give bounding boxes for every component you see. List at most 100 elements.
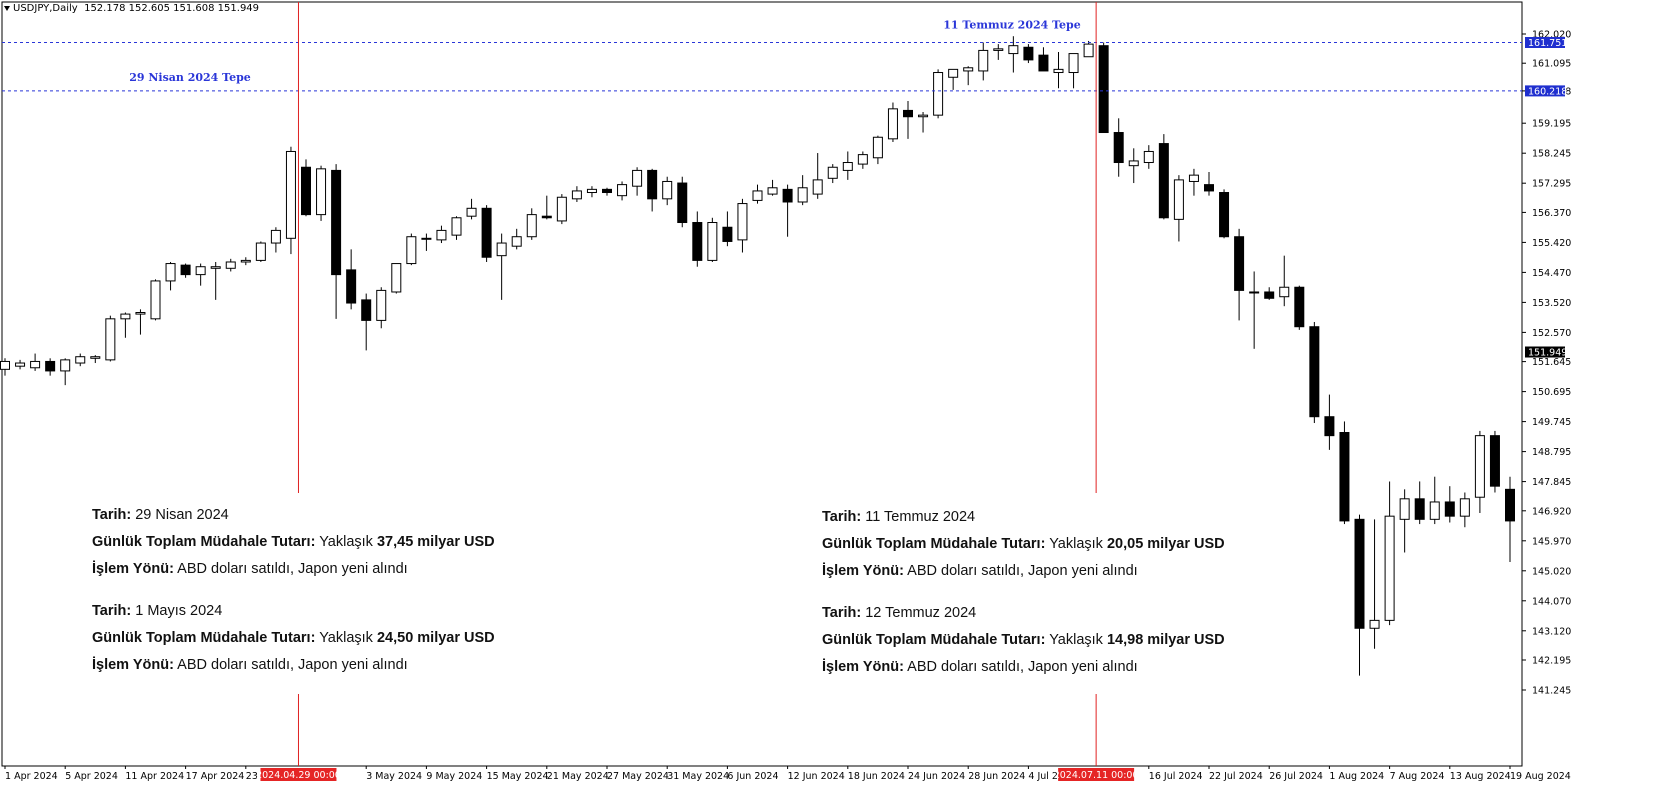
- y-tick-label: 142.195: [1532, 656, 1571, 667]
- candle: [662, 176, 673, 206]
- candle-body: [60, 359, 71, 372]
- note-amount-row: Günlük Toplam Müdahale Tutarı: Yaklaşık …: [822, 632, 1225, 648]
- candle: [767, 179, 778, 196]
- candle: [812, 153, 823, 199]
- candle: [45, 358, 56, 376]
- candle: [1489, 430, 1500, 493]
- note-amount-row: Günlük Toplam Müdahale Tutarı: Yaklaşık …: [92, 630, 495, 646]
- candle-body: [1173, 179, 1184, 220]
- y-tick-label: 162.020: [1532, 30, 1571, 41]
- candle: [376, 287, 387, 329]
- candle-body: [1234, 236, 1245, 291]
- y-axis: 162.020 161.095 160.218 159.195 158.245 157.2…: [1522, 30, 1571, 697]
- candle: [496, 233, 507, 300]
- candle-body: [301, 166, 311, 216]
- x-tick-label: 23 Ap: [246, 771, 274, 782]
- candle: [571, 186, 582, 202]
- candle: [963, 66, 974, 86]
- svg-text:160.218: 160.218: [1528, 86, 1567, 97]
- x-tick-label: 1 Apr 2024: [5, 771, 58, 782]
- candle: [436, 225, 447, 244]
- candle-body: [1294, 286, 1305, 328]
- candle-body: [1414, 498, 1425, 520]
- candle: [1459, 492, 1470, 528]
- candle: [1399, 489, 1410, 553]
- candle-body: [857, 154, 868, 165]
- note-amount-row: Günlük Toplam Müdahale Tutarı: Yaklaşık …: [92, 534, 495, 550]
- candle: [1369, 519, 1380, 649]
- chevron-down-icon[interactable]: [4, 5, 10, 11]
- candle: [948, 68, 959, 90]
- candle-body: [436, 229, 447, 241]
- y-tick-label: 143.120: [1532, 626, 1571, 637]
- candle-body: [617, 184, 628, 197]
- x-tick-label: 9 May 2024: [426, 771, 482, 782]
- candle: [1474, 430, 1485, 514]
- candle-body: [707, 222, 718, 261]
- candle-body: [782, 188, 793, 203]
- y-tick-label: 158.245: [1532, 149, 1571, 160]
- candle-body: [1309, 326, 1320, 418]
- candle-body: [1128, 160, 1139, 167]
- y-tick-label: 148.795: [1532, 447, 1571, 458]
- candle-body: [1339, 431, 1350, 522]
- candle: [331, 164, 342, 319]
- notes-right: Tarih: 11 Temmuz 2024 Günlük Toplam Müda…: [822, 504, 1225, 681]
- y-tick-label: 155.420: [1532, 238, 1571, 249]
- candle-body: [120, 313, 131, 320]
- candle-body: [571, 190, 582, 200]
- y-tick-label: 149.745: [1532, 417, 1571, 428]
- candle-body: [842, 162, 853, 171]
- note-direction-row: İşlem Yönü: ABD doları satıldı, Japon ye…: [92, 561, 408, 577]
- candle: [1249, 271, 1260, 349]
- candle: [1294, 285, 1305, 330]
- candle: [210, 261, 221, 300]
- candle: [602, 187, 612, 196]
- x-tick-label: 28 Jun 2024: [968, 771, 1025, 782]
- candle-body: [1219, 192, 1230, 238]
- candle-body: [586, 188, 597, 194]
- candle-body: [797, 187, 808, 203]
- x-tick-label: 16 Jul 2024: [1149, 771, 1203, 782]
- candle-body: [225, 261, 236, 269]
- candle: [933, 69, 944, 119]
- candle-body: [391, 263, 402, 293]
- candle-body: [240, 259, 251, 263]
- candle: [1143, 145, 1154, 169]
- candle-body: [903, 109, 913, 118]
- candle: [918, 111, 929, 133]
- x-tick-label: 26 Jul 2024: [1269, 771, 1323, 782]
- x-tick-label: 21 May 2024: [547, 771, 609, 782]
- candle: [1234, 228, 1245, 321]
- y-tick-label: 151.645: [1532, 357, 1571, 368]
- y-tick-label: 161.095: [1532, 59, 1571, 70]
- level-price-tag: 161.751: [1525, 36, 1567, 49]
- candle: [1444, 486, 1455, 523]
- candle-body: [1038, 54, 1049, 72]
- candle: [30, 353, 41, 371]
- notes-left: Tarih: 29 Nisan 2024 Günlük Toplam Müdah…: [92, 502, 495, 679]
- candle: [1068, 53, 1079, 89]
- candle-body: [285, 150, 296, 239]
- candle-body: [1249, 291, 1260, 294]
- note-direction-row: İşlem Yönü: ABD doları satıldı, Japon ye…: [822, 659, 1138, 675]
- candle-body: [1053, 68, 1064, 74]
- note-direction-row: İşlem Yönü: ABD doları satıldı, Japon ye…: [92, 657, 408, 673]
- candle-body: [1505, 488, 1515, 522]
- candle-body: [165, 263, 176, 282]
- x-tick-label: 6 Jun 2024: [727, 771, 778, 782]
- candle-body: [1143, 150, 1154, 164]
- x-tick-label: 31 May 2024: [667, 771, 729, 782]
- candle-body: [1068, 53, 1079, 74]
- candle: [135, 309, 146, 335]
- candle: [692, 211, 703, 267]
- candle: [1083, 40, 1094, 58]
- candle-body: [1188, 174, 1199, 182]
- candle-body: [376, 289, 387, 321]
- candle: [120, 312, 131, 338]
- y-tick-label: 150.695: [1532, 387, 1571, 398]
- candle: [150, 279, 161, 321]
- candle-body: [331, 169, 342, 276]
- current-price-tag: 151.949: [1525, 346, 1567, 359]
